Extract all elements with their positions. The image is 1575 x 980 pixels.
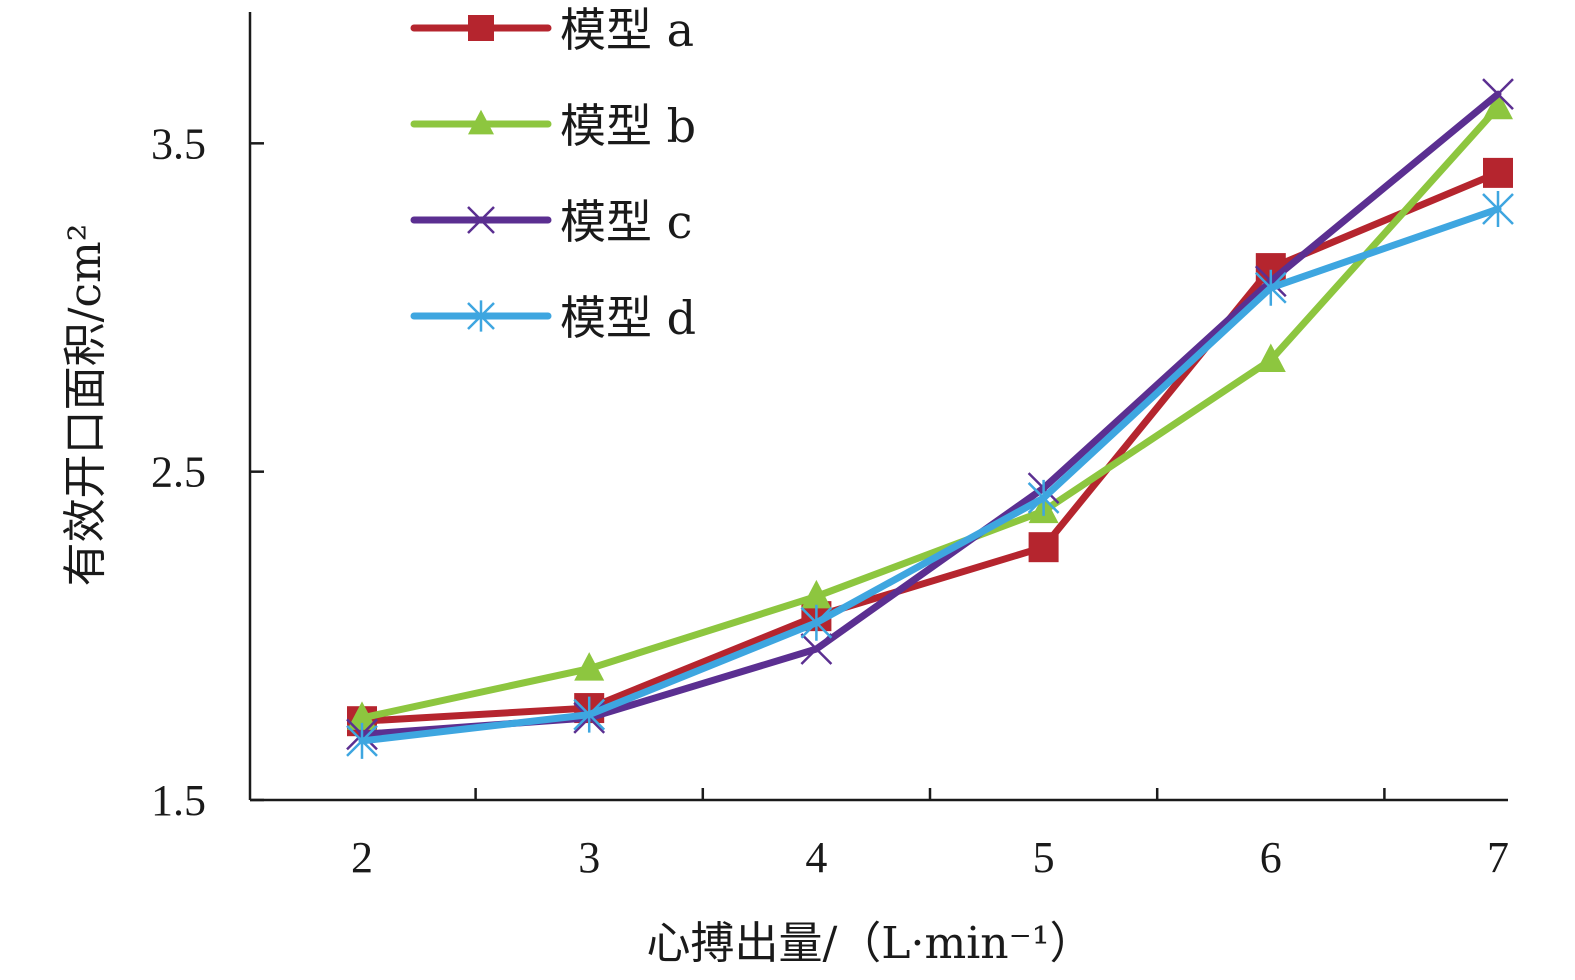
legend-label: 模型 b: [560, 99, 696, 153]
data-point-asterisk: [573, 696, 606, 733]
y-tick-label: 1.5: [151, 776, 206, 825]
series-line: [358, 169, 1502, 725]
series-group: [347, 157, 1513, 737]
x-tick-label: 6: [1260, 833, 1282, 882]
x-tick-label: 7: [1487, 833, 1509, 882]
series-layer: [346, 78, 1514, 759]
series-group: [346, 191, 1514, 759]
data-point-asterisk: [800, 604, 833, 641]
ticks: 1.5 2.5 3.5 2 3 4 5 6 7: [151, 119, 1509, 882]
axes: [248, 12, 1508, 802]
data-point-triangle: [1483, 90, 1513, 120]
data-point-x: [800, 633, 833, 665]
data-point-asterisk: [1027, 479, 1060, 516]
legend-label: 模型 a: [560, 3, 694, 57]
data-point-triangle: [347, 701, 377, 730]
y-tick-label: 2.5: [151, 448, 206, 497]
series-group: [346, 78, 1514, 751]
data-point-square: [1028, 532, 1059, 563]
data-point-x: [1482, 78, 1514, 110]
data-point-x: [467, 206, 495, 234]
data-point-triangle: [468, 109, 494, 135]
legend-entry: 模型 a: [410, 3, 694, 57]
data-point-triangle: [1255, 343, 1286, 373]
data-point-square: [468, 15, 494, 41]
data-point-square: [1483, 157, 1513, 188]
data-point-triangle: [574, 652, 605, 681]
data-point-asterisk: [467, 300, 495, 332]
y-tick-label: 3.5: [151, 119, 206, 168]
x-axis-title: 心搏出量/（L·min⁻¹）: [646, 918, 1093, 969]
legend-entry: 模型 c: [410, 195, 692, 249]
legend: 模型 a 模型 b 模型 c 模型 d: [410, 3, 696, 345]
data-point-asterisk: [1254, 269, 1287, 306]
y-axis-title: 有效开口面积/cm²: [60, 224, 111, 587]
x-tick-label: 5: [1033, 833, 1055, 882]
legend-entry: 模型 d: [410, 291, 696, 345]
legend-label: 模型 c: [560, 195, 692, 249]
legend-entry: 模型 b: [410, 99, 696, 153]
x-tick-label: 3: [578, 833, 600, 882]
series-line: [358, 103, 1502, 722]
data-point-asterisk: [1482, 191, 1514, 227]
series-group: [347, 90, 1513, 730]
x-tick-label: 4: [805, 833, 827, 882]
x-tick-label: 2: [351, 833, 373, 882]
series-line: [358, 205, 1502, 745]
legend-label: 模型 d: [560, 291, 696, 345]
data-point-asterisk: [346, 722, 378, 759]
data-point-triangle: [801, 579, 832, 609]
series-line: [358, 90, 1502, 738]
